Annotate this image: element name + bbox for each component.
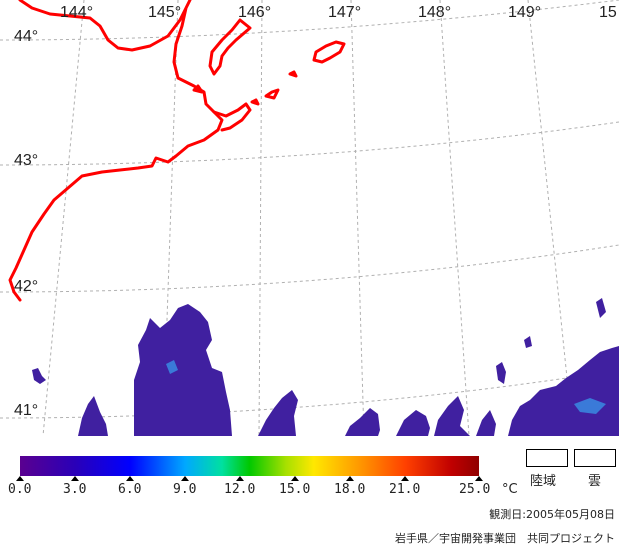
coast-shikotan xyxy=(312,40,346,64)
sst-patch-right1 xyxy=(345,408,380,436)
sst-patch-east xyxy=(508,346,619,436)
sst-warmer-spots xyxy=(166,360,606,414)
meridian-149 xyxy=(527,0,574,437)
credit-line: 岩手県／宇宙開発事業団 共同プロジェクト xyxy=(395,532,615,545)
colorbar-tick-12 xyxy=(236,476,244,481)
colorbar-label-12: 12.0 xyxy=(224,482,256,497)
colorbar-tick-25 xyxy=(475,476,483,481)
colorbar-label-3: 3.0 xyxy=(63,482,87,497)
sst-patch-dot3 xyxy=(596,298,606,318)
colorbar-tick-21 xyxy=(401,476,409,481)
land-key-swatch xyxy=(526,449,568,467)
lat-label-42: 42° xyxy=(14,278,39,295)
coast-hokkaido xyxy=(8,0,224,302)
sst-patch-dot1 xyxy=(32,368,46,384)
meridian-146 xyxy=(258,0,263,437)
sst-spot-a xyxy=(574,398,606,414)
sst-patch-right3 xyxy=(434,396,470,436)
land-key-label: 陸域 xyxy=(530,474,557,489)
parallel-43 xyxy=(0,121,619,166)
meridian-147 xyxy=(350,0,365,437)
lat-label-43: 43° xyxy=(14,152,39,169)
coast-islet-3 xyxy=(288,70,298,78)
coast-islet-2 xyxy=(250,98,260,106)
observation-date: 観測日:2005年05月08日 xyxy=(489,508,615,521)
sst-patches xyxy=(32,298,619,436)
coastline xyxy=(8,0,346,302)
meridian-148 xyxy=(439,0,470,437)
cloud-key-swatch xyxy=(574,449,616,467)
lon-label-149: 149° xyxy=(508,4,542,21)
colorbar-label-15: 15.0 xyxy=(279,482,311,497)
lon-label-146: 146° xyxy=(238,4,272,21)
coast-islet-1 xyxy=(264,88,280,100)
colorbar-label-21: 21.0 xyxy=(389,482,421,497)
colorbar-tick-0 xyxy=(16,476,24,481)
colorbar-label-25: 25.0 xyxy=(459,482,491,497)
map-canvas xyxy=(0,0,619,437)
lat-label-44: 44° xyxy=(14,28,39,45)
lon-label-145: 145° xyxy=(148,4,182,21)
sst-patch-main xyxy=(134,304,232,436)
colorbar-label-9: 9.0 xyxy=(173,482,197,497)
sst-spot-b xyxy=(166,360,178,374)
colorbar-tick-9 xyxy=(181,476,189,481)
parallel-41 xyxy=(0,369,619,419)
legend-panel xyxy=(0,436,619,546)
colorbar-label-18: 18.0 xyxy=(334,482,366,497)
colorbar-tick-18 xyxy=(346,476,354,481)
colorbar-label-6: 6.0 xyxy=(118,482,142,497)
meridian-144 xyxy=(42,0,85,437)
parallel-42 xyxy=(0,244,619,293)
sst-map: 144° 145° 146° 147° 148° 149° 15 44° 43°… xyxy=(0,0,619,437)
cloud-key-label: 雲 xyxy=(588,474,602,489)
unit-label: °C xyxy=(502,482,518,497)
lon-label-150: 15 xyxy=(599,4,617,21)
coast-kunashir xyxy=(212,102,252,132)
sst-patch-mid xyxy=(258,390,298,436)
graticule xyxy=(0,0,619,437)
sst-patch-dot2 xyxy=(496,362,506,384)
coast-islet-4 xyxy=(192,84,204,94)
lon-label-147: 147° xyxy=(328,4,362,21)
sst-patch-dot4 xyxy=(524,336,532,348)
lon-label-148: 148° xyxy=(418,4,452,21)
sst-patch-right4 xyxy=(476,410,496,436)
coast-kunashir-north xyxy=(208,18,252,76)
sst-patch-right2 xyxy=(396,410,430,436)
temperature-colorbar xyxy=(20,456,479,476)
colorbar-tick-6 xyxy=(126,476,134,481)
sst-patch-left xyxy=(78,396,108,436)
lon-label-144: 144° xyxy=(60,4,94,21)
lat-label-41: 41° xyxy=(14,402,39,419)
colorbar-tick-15 xyxy=(291,476,299,481)
colorbar-label-0: 0.0 xyxy=(8,482,32,497)
colorbar-tick-3 xyxy=(71,476,79,481)
parallel-44 xyxy=(0,0,619,41)
